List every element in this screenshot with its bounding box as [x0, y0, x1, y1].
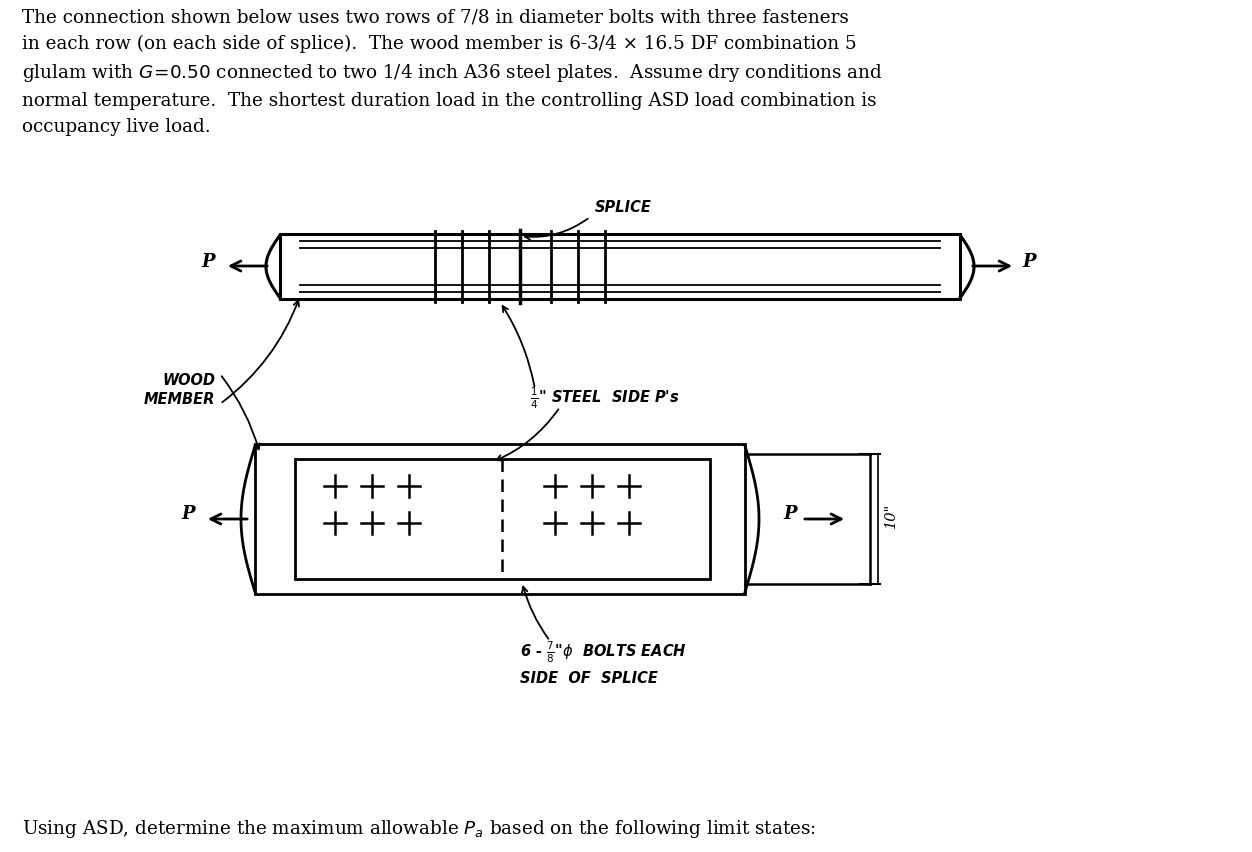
Text: 6 - $\frac{7}{8}$"$\phi$  BOLTS EACH
SIDE  OF  SPLICE: 6 - $\frac{7}{8}$"$\phi$ BOLTS EACH SIDE…: [520, 639, 686, 686]
Bar: [280, 234, 960, 300]
Text: P: P: [1022, 253, 1035, 271]
Text: SPLICE: SPLICE: [595, 199, 652, 215]
Text: WOOD
MEMBER: WOOD MEMBER: [144, 372, 215, 406]
Text: P: P: [784, 504, 798, 522]
Text: The connection shown below uses two rows of 7/8 in diameter bolts with three fas: The connection shown below uses two rows…: [23, 8, 883, 135]
Bar: [255, 445, 745, 595]
Text: Using ASD, determine the maximum allowable $P_a$ based on the following limit st: Using ASD, determine the maximum allowab…: [23, 817, 816, 839]
Text: 10": 10": [884, 502, 898, 527]
Text: P: P: [182, 504, 195, 522]
Bar: [295, 459, 710, 579]
Text: P: P: [202, 253, 215, 271]
Text: $\frac{1}{4}$" STEEL  SIDE P's: $\frac{1}{4}$" STEEL SIDE P's: [530, 385, 680, 410]
